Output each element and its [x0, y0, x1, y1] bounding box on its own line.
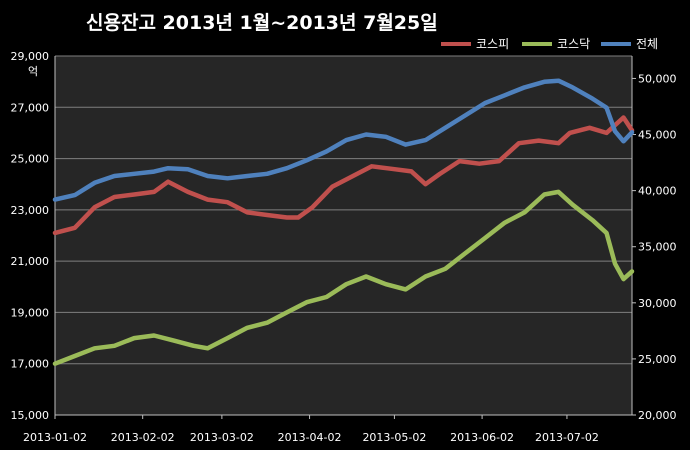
- axes: 15,000 17,000 19,000 21,000 23,000 25,000 27,0…: [11, 50, 677, 444]
- chart-title: 신용잔고 2013년 1월~2013년 7월25일: [86, 12, 438, 34]
- series-line-kosdaq: [52, 189, 635, 366]
- y-axis-unit-label: 억: [28, 65, 38, 78]
- y-left-tick-label-7: 29,000: [11, 50, 50, 63]
- x-tick-label-2: 2013-03-02: [190, 431, 254, 444]
- y-right-tick-label-3: 35,000: [638, 241, 677, 254]
- y-right-tick-label-6: 50,000: [638, 72, 677, 85]
- y-left-tick-label-1: 17,000: [11, 358, 50, 371]
- y-right-tick-label-2: 30,000: [638, 297, 677, 310]
- legend-label-kosdaq: 코스닥: [557, 37, 590, 51]
- y-left-tick-label-6: 27,000: [11, 101, 50, 114]
- legend-label-total: 전체: [636, 37, 658, 51]
- y-left-tick-label-0: 15,000: [11, 409, 50, 422]
- y-right-tick-label-5: 45,000: [638, 129, 677, 142]
- x-tick-label-4: 2013-05-02: [362, 431, 426, 444]
- series-line-kospi: [52, 115, 635, 236]
- series-line-total: [52, 78, 635, 202]
- y-left-tick-label-4: 23,000: [11, 204, 50, 217]
- legend: 코스피 코스닥 전체: [441, 37, 658, 51]
- y-right-tick-label-4: 40,000: [638, 185, 677, 198]
- x-tick-label-0: 2013-01-02: [23, 431, 87, 444]
- y-right-tick-label-1: 25,000: [638, 353, 677, 366]
- series-lines: [52, 78, 635, 366]
- legend-label-kospi: 코스피: [476, 37, 509, 51]
- x-tick-label-5: 2013-06-02: [450, 431, 514, 444]
- y-left-tick-label-5: 25,000: [11, 153, 50, 166]
- plot-area: [55, 56, 632, 415]
- y-right-tick-label-0: 20,000: [638, 409, 677, 422]
- x-tick-label-3: 2013-04-02: [278, 431, 342, 444]
- y-left-tick-label-2: 19,000: [11, 306, 50, 319]
- x-tick-label-1: 2013-02-02: [111, 431, 175, 444]
- x-tick-label-6: 2013-07-02: [535, 431, 599, 444]
- y-left-tick-label-3: 21,000: [11, 255, 50, 268]
